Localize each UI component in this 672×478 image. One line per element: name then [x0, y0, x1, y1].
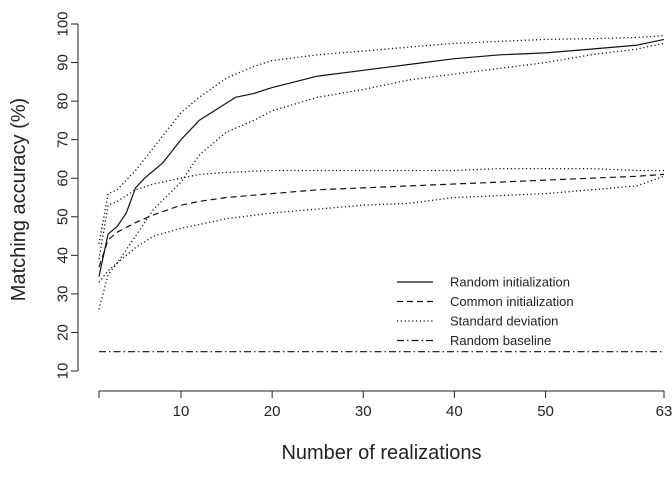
- legend: Random initialization Common initializati…: [397, 275, 574, 348]
- y-tick-label: 30: [55, 286, 72, 303]
- y-tick-label: 80: [55, 93, 72, 110]
- y-tick-label: 10: [55, 363, 72, 380]
- y-axis-title: Matching accuracy (%): [8, 98, 30, 301]
- series-line: [98, 42, 665, 310]
- y-tick-label: 70: [55, 131, 72, 148]
- y-tick-label: 60: [55, 170, 72, 187]
- axes: 10 20 30 40 50 63 10 20 30 40 50 60 70 80 90 100: [55, 11, 672, 420]
- series-line: [98, 38, 665, 277]
- x-tick-label: 20: [264, 403, 281, 420]
- x-axis-title: Number of realizations: [281, 442, 481, 464]
- y-tick-label: 20: [55, 324, 72, 341]
- series-line: [98, 173, 665, 268]
- legend-label: Standard deviation: [450, 314, 558, 329]
- y-tick-label: 100: [55, 11, 72, 36]
- legend-label: Random initialization: [450, 275, 570, 290]
- x-tick-label: 30: [355, 403, 372, 420]
- x-tick-label: 40: [446, 403, 463, 420]
- series-line: [98, 175, 665, 283]
- legend-label: Common initialization: [450, 294, 574, 309]
- x-tick-label: 63: [656, 403, 672, 420]
- x-tick-label: 50: [537, 403, 554, 420]
- y-tick-label: 40: [55, 247, 72, 264]
- x-tick-label: 10: [173, 403, 190, 420]
- y-tick-label: 90: [55, 54, 72, 71]
- series-line: [98, 34, 665, 244]
- series-line: [98, 167, 664, 260]
- legend-label: Random baseline: [450, 333, 551, 348]
- series-layer: [98, 34, 665, 353]
- y-tick-label: 50: [55, 208, 72, 225]
